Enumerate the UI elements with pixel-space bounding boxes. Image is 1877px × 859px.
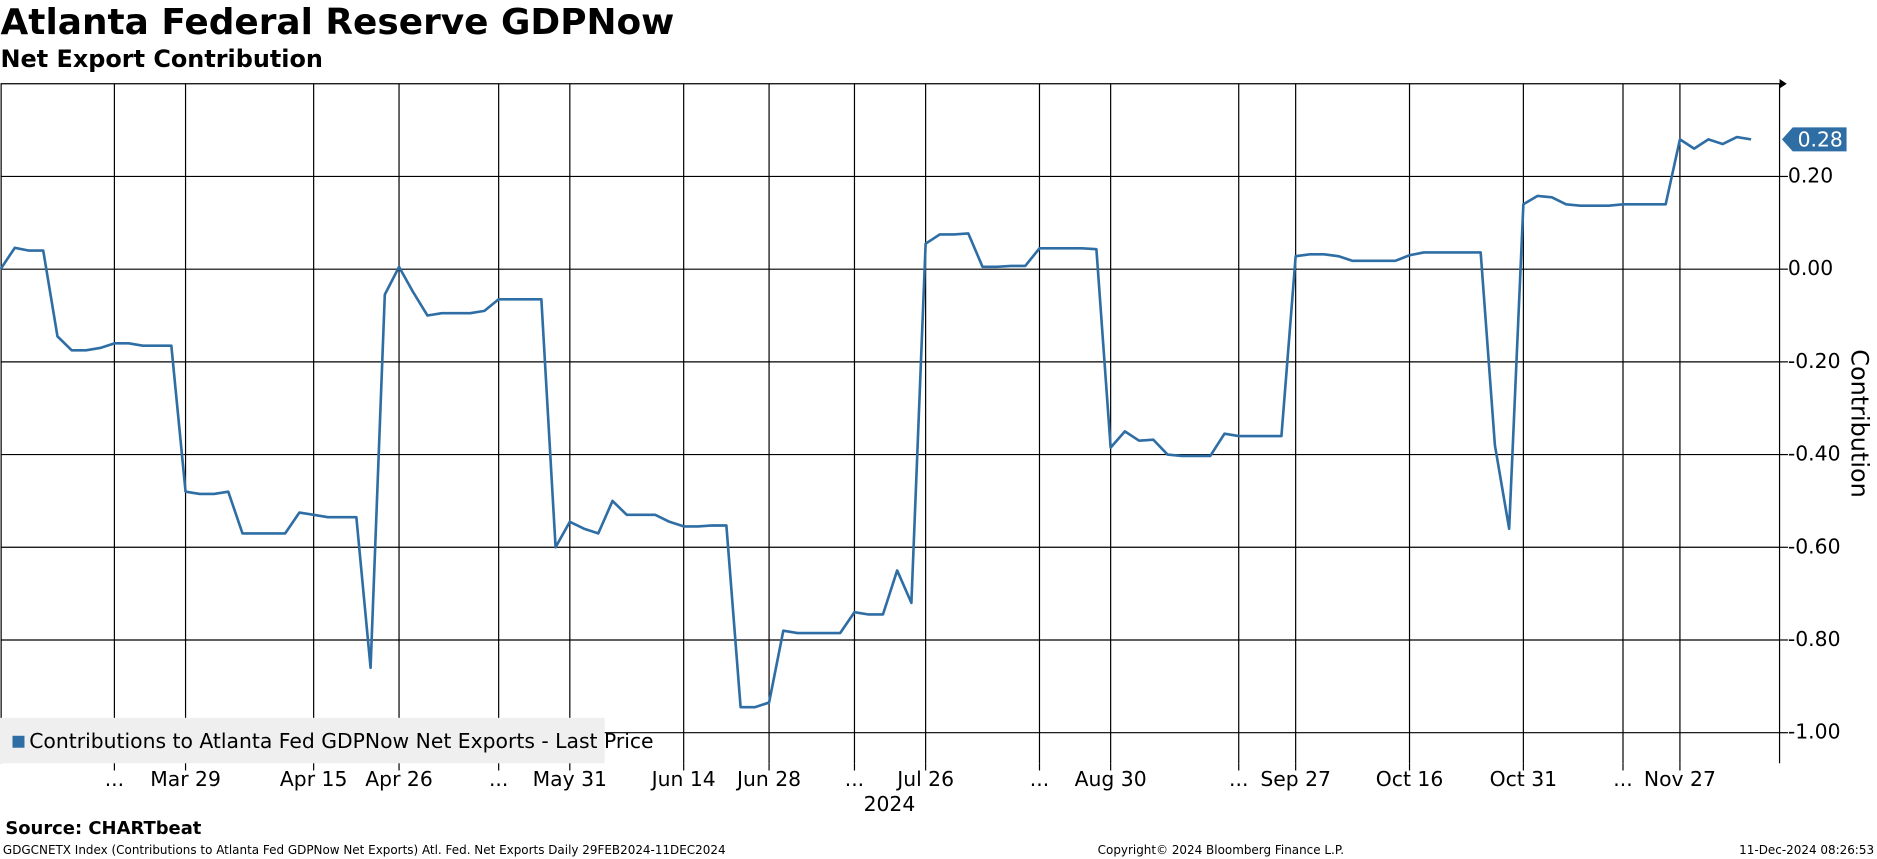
axis-arrow	[1779, 78, 1787, 89]
footer-center: Copyright© 2024 Bloomberg Finance L.P.	[1098, 843, 1344, 857]
legend-swatch	[12, 735, 25, 748]
x-tick-label: Jun 14	[650, 767, 716, 791]
x-tick-label: Jul 26	[895, 767, 954, 791]
legend-label: Contributions to Atlanta Fed GDPNow Net …	[29, 729, 653, 753]
footer-left: GDGCNETX Index (Contributions to Atlanta…	[3, 843, 726, 857]
x-tick-label: Sep 27	[1260, 767, 1331, 791]
last-value-label: 0.28	[1798, 128, 1843, 152]
footer-right: 11-Dec-2024 08:26:53	[1739, 843, 1874, 857]
x-group-label: 2024	[864, 792, 916, 816]
y-tick-label: -0.40	[1788, 442, 1841, 466]
x-tick-label: Jun 28	[735, 767, 801, 791]
legend-box	[0, 717, 605, 764]
chart-subtitle: Net Export Contribution	[1, 45, 323, 73]
y-tick-label: -0.80	[1788, 627, 1841, 651]
x-tick-label: Apr 26	[365, 767, 433, 791]
y-tick-label: -0.20	[1788, 349, 1841, 373]
y-tick-label: 0.20	[1788, 163, 1833, 187]
y-tick-label: -1.00	[1788, 720, 1841, 744]
x-tick-label: Nov 27	[1644, 767, 1716, 791]
x-tick-label: Mar 29	[150, 767, 221, 791]
x-tick-label: ...	[489, 767, 508, 791]
series-line	[0, 135, 1752, 709]
x-tick-label: Apr 15	[280, 767, 348, 791]
x-tick-label: ...	[1030, 767, 1049, 791]
source: Source: CHARTbeat	[5, 818, 201, 839]
x-tick-label: ...	[1613, 767, 1632, 791]
x-tick-label: Aug 30	[1075, 767, 1147, 791]
y-tick-label: 0.00	[1788, 256, 1833, 280]
x-tick-label: Oct 16	[1376, 767, 1443, 791]
last-value-tag	[1781, 127, 1847, 152]
x-tick-label: ...	[105, 767, 124, 791]
x-tick-label: ...	[845, 767, 864, 791]
chart-title: Atlanta Federal Reserve GDPNow	[1, 2, 675, 43]
y-tick-label: -0.60	[1788, 534, 1841, 558]
y-axis-label: Contribution	[1846, 349, 1874, 497]
x-tick-label: ...	[1229, 767, 1248, 791]
x-tick-label: May 31	[533, 767, 607, 791]
x-tick-label: Oct 31	[1490, 767, 1557, 791]
